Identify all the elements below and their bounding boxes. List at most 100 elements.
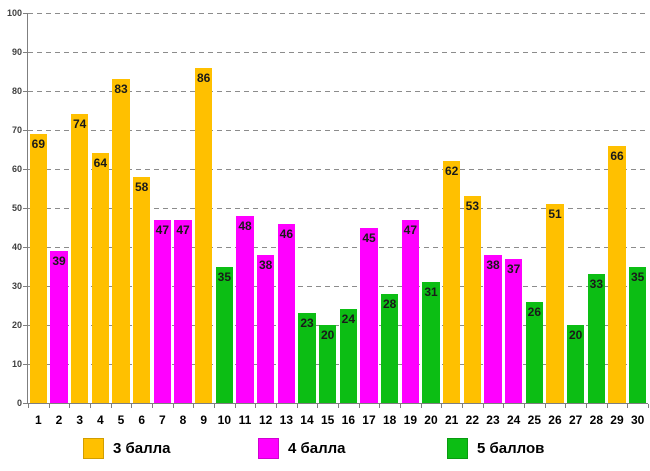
legend-item-4-balla: 4 балла xyxy=(258,438,346,459)
x-axis-line xyxy=(27,403,648,404)
y-axis-tick xyxy=(23,247,27,248)
bar-value-label: 47 xyxy=(155,222,169,237)
bar-20: 31 xyxy=(422,282,440,403)
x-axis-label: 10 xyxy=(217,413,231,427)
x-axis-label: 19 xyxy=(403,413,417,427)
bar-value-label: 64 xyxy=(93,156,107,171)
x-axis-tick xyxy=(193,404,195,408)
x-axis-label: 7 xyxy=(158,413,166,427)
y-axis-tick xyxy=(23,208,27,209)
x-axis-tick xyxy=(338,404,339,408)
x-axis-tick xyxy=(586,404,587,408)
x-axis-label: 11 xyxy=(238,413,252,427)
bar-value-label: 58 xyxy=(134,179,149,194)
bar-1: 69 xyxy=(29,133,48,403)
x-axis-tick xyxy=(296,404,298,408)
x-axis-tick xyxy=(48,404,50,408)
x-axis-label: 22 xyxy=(465,413,479,427)
x-axis-label: 27 xyxy=(568,413,583,427)
bar-21: 62 xyxy=(442,161,461,403)
legend-item-5-ballov: 5 баллов xyxy=(447,438,544,459)
x-axis-label: 2 xyxy=(55,413,63,427)
bar-23: 38 xyxy=(484,254,502,403)
x-axis-label: 6 xyxy=(138,413,145,427)
bar-8: 47 xyxy=(174,219,192,403)
bar-value-label: 83 xyxy=(114,82,128,97)
y-axis-label: 0 xyxy=(16,398,22,408)
x-axis-tick xyxy=(69,404,71,408)
x-axis-label: 17 xyxy=(362,413,376,427)
bar-value-label: 45 xyxy=(362,230,376,245)
bar-value-label: 20 xyxy=(320,328,335,342)
x-axis-tick xyxy=(110,404,112,408)
bar-18: 28 xyxy=(380,293,399,403)
x-axis-tick xyxy=(648,404,649,408)
bar-value-label: 38 xyxy=(258,257,273,272)
gridline-y-30 xyxy=(28,286,648,287)
bar-17: 45 xyxy=(360,227,378,403)
y-axis-tick xyxy=(23,91,27,92)
gridline-y-70 xyxy=(28,130,648,131)
y-axis-label: 10 xyxy=(11,359,22,369)
bar-value-label: 66 xyxy=(610,148,624,163)
y-axis-tick xyxy=(23,130,27,131)
bar-5: 83 xyxy=(112,79,130,403)
bar-value-label: 47 xyxy=(403,222,417,237)
bar-value-label: 69 xyxy=(31,136,45,151)
bar-value-label: 53 xyxy=(465,199,479,214)
legend-swatch-4-balla xyxy=(258,438,279,459)
x-axis-tick xyxy=(172,404,174,408)
x-axis-tick xyxy=(441,404,443,408)
x-axis-tick xyxy=(606,404,608,408)
gridline-y-50 xyxy=(28,208,648,209)
bar-value-label: 35 xyxy=(630,269,645,284)
y-axis-tick xyxy=(23,286,27,287)
x-axis-label: 30 xyxy=(630,413,645,427)
bar-value-label: 33 xyxy=(589,277,603,292)
x-axis-tick xyxy=(152,404,153,408)
y-axis-line xyxy=(27,13,28,403)
bar-4: 64 xyxy=(91,153,110,403)
y-axis-tick xyxy=(23,403,27,404)
x-axis-tick xyxy=(544,404,546,408)
x-axis-label: 13 xyxy=(279,413,293,427)
x-axis-tick xyxy=(234,404,236,408)
bar-12: 38 xyxy=(256,254,275,403)
bar-value-label: 46 xyxy=(279,226,293,241)
bar-value-label: 23 xyxy=(300,316,314,331)
x-axis-tick xyxy=(358,404,360,408)
y-axis-label: 90 xyxy=(11,47,22,57)
y-axis-tick xyxy=(23,364,27,365)
gridline-y-90 xyxy=(28,52,648,53)
x-axis-label: 3 xyxy=(76,413,83,427)
y-axis-tick xyxy=(23,325,27,326)
x-axis-label: 20 xyxy=(424,413,438,427)
x-axis-tick xyxy=(482,404,484,408)
gridline-y-100 xyxy=(28,13,648,14)
x-axis-tick xyxy=(276,404,277,408)
bar-27: 20 xyxy=(566,325,585,403)
bar-value-label: 48 xyxy=(238,218,252,233)
legend-label-4-balla: 4 балла xyxy=(288,440,346,457)
legend-item-3-balla: 3 балла xyxy=(83,438,171,459)
x-axis-label: 25 xyxy=(527,413,541,427)
bar-value-label: 35 xyxy=(217,269,231,284)
y-axis-label: 100 xyxy=(6,8,22,18)
bar-value-label: 51 xyxy=(548,207,562,222)
x-axis-label: 28 xyxy=(589,413,603,427)
y-axis-label: 70 xyxy=(11,125,22,135)
x-axis-tick xyxy=(627,404,629,408)
bar-value-label: 47 xyxy=(176,222,190,237)
y-axis-tick xyxy=(23,169,27,170)
bar-25: 26 xyxy=(525,301,544,403)
gridline-y-20 xyxy=(28,325,648,326)
y-axis-tick xyxy=(23,13,27,14)
x-axis-tick xyxy=(400,404,401,408)
bar-14: 23 xyxy=(298,313,316,403)
bar-13: 46 xyxy=(277,223,296,403)
x-axis-label: 16 xyxy=(341,413,355,427)
bar-9: 86 xyxy=(194,67,213,403)
x-axis-tick xyxy=(462,404,463,408)
y-axis-label: 30 xyxy=(11,281,22,291)
gridline-y-60 xyxy=(28,169,648,170)
